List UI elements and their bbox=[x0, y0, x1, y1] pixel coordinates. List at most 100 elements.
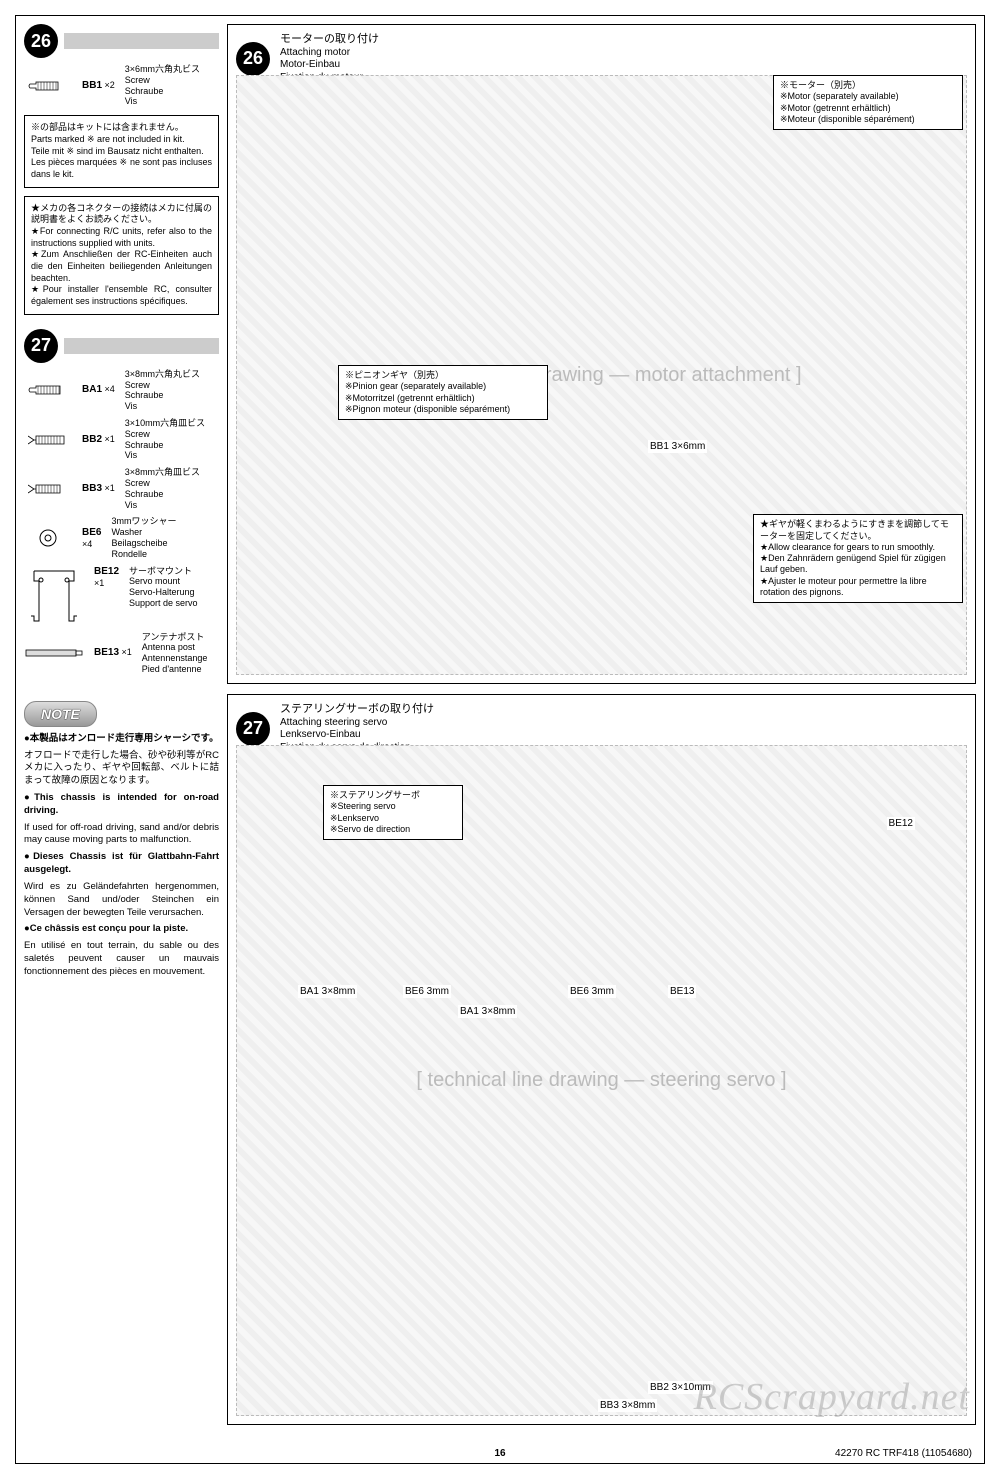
part-size: 3×8mm六角皿ビス bbox=[125, 467, 200, 478]
part-ba1: BA1 ×4 3×8mm六角丸ビス Screw Schraube Vis bbox=[24, 369, 219, 412]
rc-connect-note: ★メカの各コネクターの接続はメカに付属の説明書をよくお読みください。 ★For … bbox=[24, 196, 219, 315]
note-heading: NOTE bbox=[24, 701, 97, 727]
step26-parts-header: 26 bbox=[24, 24, 219, 58]
c-en: ※Steering servo bbox=[330, 801, 456, 812]
part-info: BB3 ×1 bbox=[82, 483, 115, 495]
page-number: 16 bbox=[494, 1448, 505, 1459]
step26-badge: 26 bbox=[236, 42, 270, 76]
part-size: サーボマウント bbox=[129, 566, 198, 577]
diagram-27: [ technical line drawing — steering serv… bbox=[236, 745, 967, 1416]
c-fr: ★Ajuster le moteur pour permettre la lib… bbox=[760, 576, 956, 599]
part-l3: Vis bbox=[125, 450, 205, 461]
page-footer: 16 42270 RC TRF418 (11054680) bbox=[16, 1448, 984, 1459]
part-info: BE13 ×1 bbox=[94, 647, 132, 659]
gray-bar bbox=[64, 338, 219, 354]
step27-badge-left: 27 bbox=[24, 329, 58, 363]
note-jp-h: ●本製品はオンロード走行専用シャーシです。 bbox=[24, 733, 219, 744]
callout-motor: ※モーター（別売） ※Motor (separately available) … bbox=[773, 75, 963, 130]
gray-bar bbox=[64, 33, 219, 49]
part-l3: Vis bbox=[125, 96, 200, 107]
c-de: ※Motor (getrennt erhältlich) bbox=[780, 103, 956, 114]
panel-step27: 27 ステアリングサーボの取り付け Attaching steering ser… bbox=[227, 694, 976, 1425]
flat-screw-icon bbox=[24, 434, 72, 446]
c-jp: ※ステアリングサーボ bbox=[330, 790, 456, 801]
part-size: 3×10mm六角皿ビス bbox=[125, 418, 205, 429]
part-code: BE6 bbox=[82, 527, 101, 538]
part-l3: Support de servo bbox=[129, 598, 198, 609]
note-section: NOTE ●本製品はオンロード走行専用シャーシです。 オフロードで走行した場合、… bbox=[24, 693, 219, 979]
bracket-icon bbox=[24, 566, 84, 626]
part-code: BA1 bbox=[82, 384, 102, 395]
label-bb1: BB1 3×6mm bbox=[648, 440, 707, 453]
part-l1: Antenna post bbox=[142, 642, 208, 653]
part-l2: Beilagscheibe bbox=[111, 538, 176, 549]
note-en-b: If used for off-road driving, sand and/o… bbox=[24, 822, 219, 848]
part-l3: Pied d'antenne bbox=[142, 664, 208, 675]
part-l3: Vis bbox=[125, 500, 200, 511]
label-be6b: BE6 3mm bbox=[568, 985, 616, 998]
screw-icon bbox=[24, 384, 72, 396]
step27-badge: 27 bbox=[236, 712, 270, 746]
callout-pinion: ※ピニオンギヤ（別売） ※Pinion gear (separately ava… bbox=[338, 365, 548, 420]
note-de-h: ●Dieses Chassis ist für Glattbahn-Fahrt … bbox=[24, 851, 219, 875]
part-code: BB3 bbox=[82, 483, 102, 494]
c-de: ※Motorritzel (getrennt erhältlich) bbox=[345, 393, 541, 404]
c-jp: ※モーター（別売） bbox=[780, 80, 956, 91]
part-l1: Screw bbox=[125, 75, 200, 86]
part-qty: ×4 bbox=[105, 384, 115, 394]
note-jp-b: オフロードで走行した場合、砂や砂利等がRCメカに入ったり、ギヤや回転部、ベルトに… bbox=[24, 750, 219, 788]
part-l1: Screw bbox=[125, 478, 200, 489]
title-de: Motor-Einbau bbox=[280, 59, 379, 72]
c-de: ※Lenkservo bbox=[330, 813, 456, 824]
part-l2: Schraube bbox=[125, 440, 205, 451]
part-info: BE6 ×4 bbox=[82, 527, 101, 550]
part-qty: ×1 bbox=[122, 647, 132, 657]
part-qty: ×2 bbox=[105, 80, 115, 90]
part-labels: アンテナポスト Antenna post Antennenstange Pied… bbox=[142, 632, 208, 675]
part-size: アンテナポスト bbox=[142, 632, 208, 643]
note-en-h: ●This chassis is intended for on-road dr… bbox=[24, 792, 219, 816]
part-be6: BE6 ×4 3mmワッシャー Washer Beilagscheibe Ron… bbox=[24, 516, 219, 559]
note-fr-h: ●Ce châssis est conçu pour la piste. bbox=[24, 923, 188, 934]
part-code: BB2 bbox=[82, 434, 102, 445]
part-qty: ×1 bbox=[94, 578, 119, 589]
rc-fr: ★Pour installer l'ensemble RC, consulter… bbox=[31, 284, 212, 307]
washer-icon bbox=[24, 528, 72, 548]
part-labels: 3×6mm六角丸ビス Screw Schraube Vis bbox=[125, 64, 200, 107]
part-labels: 3×8mm六角皿ビス Screw Schraube Vis bbox=[125, 467, 200, 510]
step26-badge-left: 26 bbox=[24, 24, 58, 58]
part-info: BA1 ×4 bbox=[82, 384, 115, 396]
right-column: 26 モーターの取り付け Attaching motor Motor-Einba… bbox=[227, 24, 976, 1425]
part-qty: ×1 bbox=[105, 483, 115, 493]
part-l3: Rondelle bbox=[111, 549, 176, 560]
c-jp: ※ピニオンギヤ（別売） bbox=[345, 370, 541, 381]
label-bb3: BB3 3×8mm bbox=[598, 1399, 657, 1412]
part-qty: ×1 bbox=[105, 434, 115, 444]
flat-screw-icon bbox=[24, 483, 72, 495]
note-jp: ※の部品はキットには含まれません。 bbox=[31, 122, 212, 134]
part-labels: 3×8mm六角丸ビス Screw Schraube Vis bbox=[125, 369, 200, 412]
callout-servo: ※ステアリングサーボ ※Steering servo ※Lenkservo ※S… bbox=[323, 785, 463, 840]
c-fr: ※Moteur (disponible séparément) bbox=[780, 114, 956, 125]
part-size: 3×8mm六角丸ビス bbox=[125, 369, 200, 380]
part-code: BE12 bbox=[94, 566, 119, 577]
part-l1: Servo mount bbox=[129, 576, 198, 587]
callout-clearance: ★ギヤが軽くまわるようにすきまを調節してモーターを固定してください。 ★Allo… bbox=[753, 514, 963, 603]
note-body: ●本製品はオンロード走行専用シャーシです。 オフロードで走行した場合、砂や砂利等… bbox=[24, 733, 219, 979]
footer-code: 42270 RC TRF418 (11054680) bbox=[835, 1448, 972, 1459]
c-fr: ※Pignon moteur (disponible séparément) bbox=[345, 404, 541, 415]
part-qty: ×4 bbox=[82, 539, 101, 550]
panel-step26: 26 モーターの取り付け Attaching motor Motor-Einba… bbox=[227, 24, 976, 684]
not-included-note: ※の部品はキットには含まれません。 Parts marked ※ are not… bbox=[24, 115, 219, 187]
part-info: BB2 ×1 bbox=[82, 434, 115, 446]
c-en: ★Allow clearance for gears to run smooth… bbox=[760, 542, 956, 553]
part-bb2: BB2 ×1 3×10mm六角皿ビス Screw Schraube Vis bbox=[24, 418, 219, 461]
note-en: Parts marked ※ are not included in kit. bbox=[31, 134, 212, 146]
title-de: Lenkservo-Einbau bbox=[280, 729, 434, 742]
c-en: ※Pinion gear (separately available) bbox=[345, 381, 541, 392]
label-be6a: BE6 3mm bbox=[403, 985, 451, 998]
part-l2: Antennenstange bbox=[142, 653, 208, 664]
part-info: BB1 ×2 bbox=[82, 80, 115, 92]
part-labels: 3mmワッシャー Washer Beilagscheibe Rondelle bbox=[111, 516, 176, 559]
c-fr: ※Servo de direction bbox=[330, 824, 456, 835]
